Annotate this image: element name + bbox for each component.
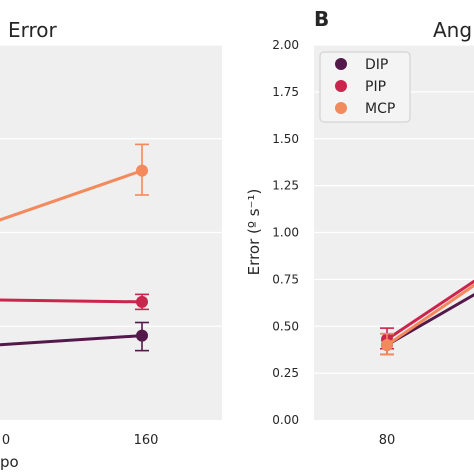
right-y-tick-label: 0.50 <box>272 319 299 333</box>
right-y-tick-label: 0.25 <box>272 366 299 380</box>
left-line-series-1 <box>0 298 144 304</box>
right-panel-title: Ang <box>433 18 472 42</box>
legend-label-mcp: MCP <box>365 101 395 117</box>
right-y-tick-label: 1.75 <box>272 85 299 99</box>
left-x-label-fragment: po <box>0 453 19 471</box>
legend-marker-dip <box>335 58 347 70</box>
left-point-series-1 <box>136 295 148 308</box>
left-marks <box>0 143 149 352</box>
right-x-tick-80: 80 <box>379 433 396 448</box>
legend-marker-mcp <box>335 102 347 114</box>
left-panel: Error 0 160 po <box>0 18 222 471</box>
right-y-tick-label: 0.00 <box>272 413 299 427</box>
right-line-mcp <box>385 283 474 347</box>
right-panel-letter: B <box>314 7 329 31</box>
legend-label-dip: DIP <box>365 57 388 73</box>
legend-label-pip: PIP <box>365 79 386 95</box>
left-line-series-2 <box>0 334 144 347</box>
right-y-tick-label: 1.25 <box>272 179 299 193</box>
right-y-tick-label: 1.00 <box>272 226 299 240</box>
right-point-mcp <box>381 339 393 351</box>
right-y-ticks: 0.00 0.25 0.50 0.75 1.00 1.25 1.50 1.75 2.00 <box>272 38 299 427</box>
right-panel: 0.00 0.25 0.50 0.75 1.00 1.25 1.50 1.75 2.00 B A… <box>245 7 474 448</box>
legend: DIP PIP MCP <box>319 51 411 123</box>
right-y-axis-label: Error (º s⁻¹) <box>245 189 263 276</box>
right-marks <box>380 279 474 356</box>
left-panel-title: Error <box>8 18 58 42</box>
right-y-tick-label: 1.50 <box>272 132 299 146</box>
left-x-tick-0: 0 <box>2 433 10 448</box>
right-line-pip <box>385 279 474 341</box>
legend-marker-pip <box>335 80 347 92</box>
right-y-tick-label: 2.00 <box>272 38 299 52</box>
left-point-series-2 <box>136 329 148 342</box>
right-y-tick-label: 0.75 <box>272 272 299 286</box>
left-line-series-0 <box>0 169 144 222</box>
left-x-tick-160: 160 <box>134 433 159 448</box>
left-point-series-0 <box>136 164 148 177</box>
left-grid <box>0 44 222 327</box>
